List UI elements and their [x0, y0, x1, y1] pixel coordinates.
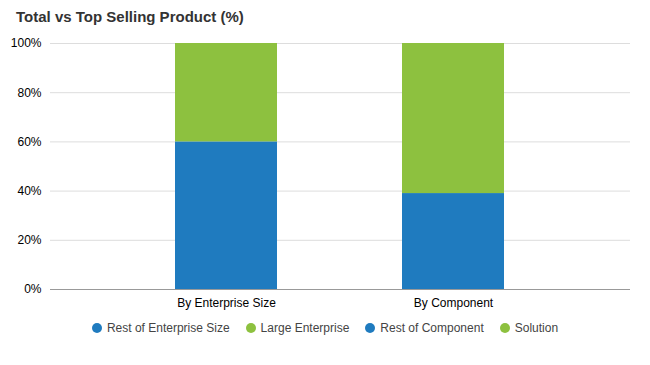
svg-text:By Enterprise Size: By Enterprise Size — [177, 296, 276, 310]
svg-text:0%: 0% — [24, 282, 42, 296]
svg-text:By Component: By Component — [414, 296, 494, 310]
html-text:Large Enterprise: Large Enterprise — [260, 321, 350, 335]
svg-text:100%: 100% — [11, 36, 42, 50]
html-text:Rest of Component: Rest of Component — [380, 321, 484, 335]
svg-text:40%: 40% — [17, 184, 41, 198]
html-text:Total vs Top Selling Product (: Total vs Top Selling Product (%) — [16, 8, 244, 25]
html-text:Rest of Enterprise Size: Rest of Enterprise Size — [106, 321, 230, 335]
svg-text:80%: 80% — [17, 86, 41, 100]
svg-text:60%: 60% — [17, 135, 41, 149]
svg-text:20%: 20% — [17, 233, 41, 247]
html-text:Solution: Solution — [514, 321, 559, 335]
